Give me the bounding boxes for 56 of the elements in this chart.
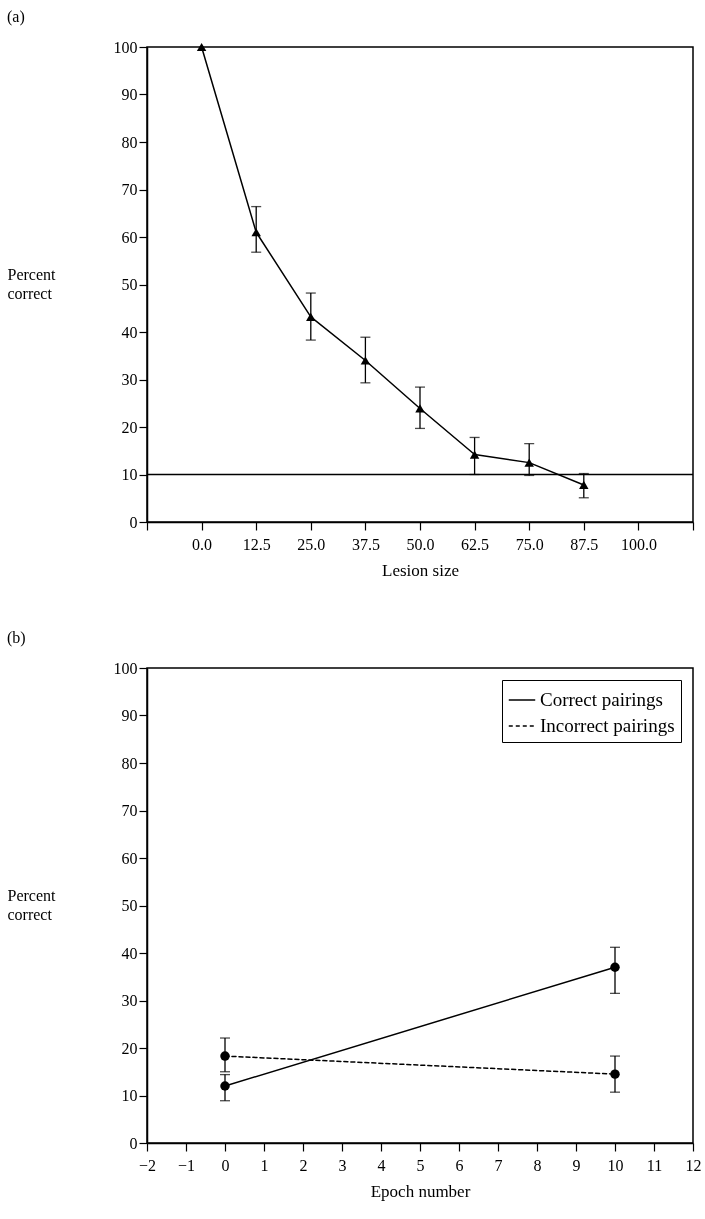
y-tick-label: 0 bbox=[129, 513, 138, 531]
x-tick-label: 0 bbox=[221, 1156, 230, 1174]
y-tick-label: 60 bbox=[121, 228, 138, 246]
y-tick-label: 40 bbox=[121, 323, 138, 341]
y-tick-label: 40 bbox=[121, 944, 138, 962]
y-tick-label: 50 bbox=[121, 276, 138, 293]
y-tick-label: 10 bbox=[121, 466, 138, 483]
x-tick-label: 11 bbox=[646, 1156, 663, 1174]
x-axis-title: Epoch number bbox=[370, 1181, 471, 1201]
text: (b) bbox=[7, 629, 26, 647]
x-tick-label: 87.5 bbox=[570, 535, 599, 553]
x-tick-label: 5 bbox=[416, 1156, 425, 1174]
y-tick-label: 100 bbox=[113, 659, 138, 677]
text: (a) bbox=[7, 8, 25, 26]
x-tick-label: −1 bbox=[177, 1156, 196, 1174]
x-tick-label: 0.0 bbox=[192, 535, 213, 553]
x-tick-label: 9 bbox=[572, 1156, 581, 1174]
y-tick-label: 50 bbox=[121, 897, 138, 914]
x-tick-label: 10 bbox=[607, 1156, 624, 1174]
x-tick-label: 1 bbox=[260, 1156, 269, 1174]
x-tick-label: 50.0 bbox=[406, 535, 435, 553]
x-tick-label: 8 bbox=[533, 1156, 542, 1174]
x-tick-label: 6 bbox=[455, 1156, 464, 1174]
y-tick-label: 90 bbox=[121, 86, 138, 103]
y-tick-label: 80 bbox=[121, 754, 138, 772]
y-axis-title: Percent correct bbox=[7, 266, 57, 302]
y-tick-label: 20 bbox=[121, 1039, 138, 1057]
y-tick-label: 30 bbox=[121, 371, 138, 388]
y-axis-title: Percent correct bbox=[7, 887, 57, 923]
x-tick-label: 12 bbox=[685, 1156, 702, 1174]
point bbox=[196, 42, 207, 52]
x-tick-label: −2 bbox=[138, 1156, 157, 1174]
x-tick-label: 3 bbox=[338, 1156, 347, 1174]
y-tick-label: 80 bbox=[121, 133, 138, 151]
x-tick-label: 75.0 bbox=[515, 535, 544, 553]
y-tick-label: 0 bbox=[129, 1134, 138, 1152]
y-tick-label: 100 bbox=[113, 38, 138, 56]
legend-label: Incorrect pairings bbox=[540, 715, 675, 736]
y-tick-label: 30 bbox=[121, 992, 138, 1009]
y-tick-label: 20 bbox=[121, 418, 138, 436]
x-tick-label: 37.5 bbox=[351, 535, 380, 553]
x-tick-label: 62.5 bbox=[461, 535, 490, 553]
x-tick-label: 25.0 bbox=[297, 535, 326, 553]
y-tick-label: 10 bbox=[121, 1087, 138, 1104]
point bbox=[360, 356, 371, 365]
x-tick-label: 2 bbox=[299, 1156, 308, 1174]
y-tick-label: 70 bbox=[121, 181, 138, 198]
y-tick-label: 60 bbox=[121, 849, 138, 867]
y-tick-label: 90 bbox=[121, 707, 138, 724]
x-tick-label: 4 bbox=[377, 1156, 386, 1174]
x-tick-label: 7 bbox=[494, 1156, 503, 1174]
x-tick-label: 12.5 bbox=[242, 535, 271, 553]
x-axis-title: Lesion size bbox=[382, 560, 459, 580]
x-tick-label: 100.0 bbox=[620, 535, 657, 553]
y-tick-label: 70 bbox=[121, 802, 138, 819]
legend-label: Correct pairings bbox=[540, 689, 663, 710]
